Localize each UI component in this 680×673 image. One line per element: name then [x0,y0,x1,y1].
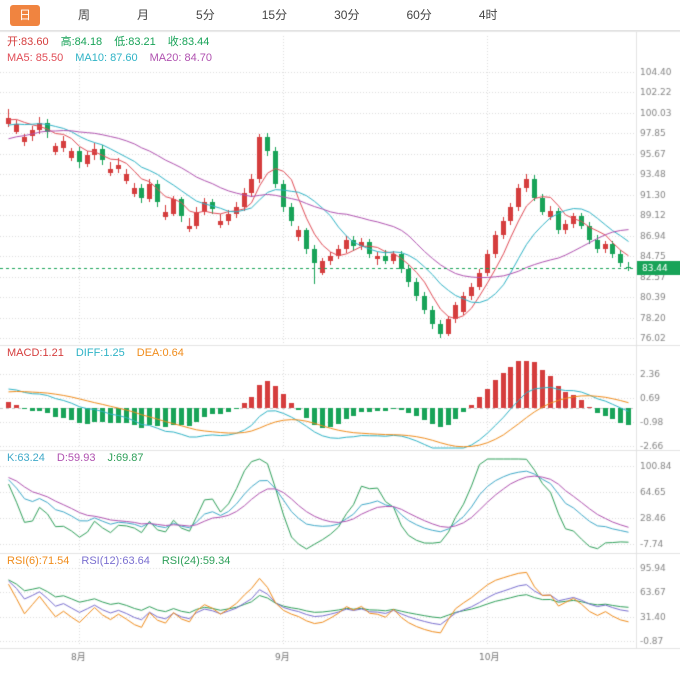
j-value: J:69.87 [107,452,144,464]
rsi6-value: RSI(6):71.54 [7,555,70,567]
rsi12-value: RSI(12):63.64 [81,555,150,567]
ma20-value: MA20: 84.70 [149,52,213,64]
timeframe-toolbar: 日 周 月 5分 15分 30分 60分 4时 [0,0,680,31]
tab-15min[interactable]: 15分 [253,5,296,26]
tab-week[interactable]: 周 [69,5,99,26]
ohlc-open: 开:83.60 [7,36,49,48]
ohlc-high: 高:84.18 [60,36,103,48]
dea-value: DEA:0.64 [136,347,184,359]
ma10-value: MA10: 87.60 [75,52,138,64]
kdj-legend: K:63.24 D:59.93 J:69.87 [7,452,144,465]
macd-legend: MACD:1.21 DIFF:1.25 DEA:0.64 [7,347,184,360]
macd-value: MACD:1.21 [7,347,64,359]
tab-60min[interactable]: 60分 [397,5,440,26]
ma5-value: MA5: 85.50 [7,52,64,64]
tab-5min[interactable]: 5分 [187,5,224,26]
d-value: D:59.93 [56,452,96,464]
tab-month[interactable]: 月 [128,5,158,26]
ohlc-low: 低:83.21 [114,36,156,48]
tab-day[interactable]: 日 [10,4,41,26]
ohlc-legend: 开:83.60 高:84.18 低:83.21 收:83.44 [7,36,209,49]
ma-legend: MA5: 85.50 MA10: 87.60 MA20: 84.70 [7,52,212,65]
rsi-legend: RSI(6):71.54 RSI(12):63.64 RSI(24):59.34 [7,555,230,568]
tab-30min[interactable]: 30分 [325,5,368,26]
tab-4hour[interactable]: 4时 [470,5,507,26]
rsi24-value: RSI(24):59.34 [161,555,231,567]
k-value: K:63.24 [7,452,45,464]
ohlc-close: 收:83.44 [167,36,210,48]
diff-value: DIFF:1.25 [75,347,125,359]
